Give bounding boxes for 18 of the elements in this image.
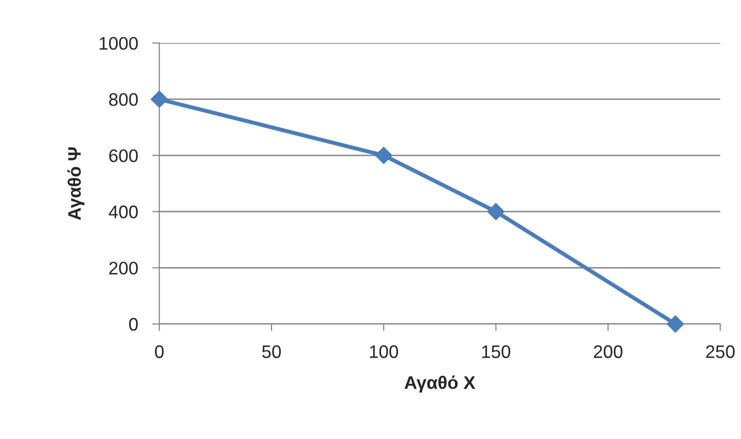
y-tick-label: 400 <box>108 206 138 218</box>
x-axis-title: Αγαθό X <box>404 376 476 393</box>
x-tick-label: 100 <box>370 345 398 358</box>
y-tick-label: 1000 <box>100 36 138 50</box>
y-tick-label: 0 <box>129 318 138 331</box>
point <box>666 315 684 333</box>
point <box>375 146 392 164</box>
x-tick-label: 200 <box>594 345 622 358</box>
y-tick-label: 800 <box>109 93 138 106</box>
x-tick-label: 0 <box>155 345 164 358</box>
x-tick-label: 250 <box>706 345 735 358</box>
point <box>487 203 504 220</box>
x-tick-label: 150 <box>482 345 510 358</box>
y-tick-label: 600 <box>109 149 138 162</box>
y-tick-label: 200 <box>109 262 138 275</box>
y-axis-title: Αγαθό Ψ <box>67 147 84 220</box>
x-tick-label: 50 <box>262 345 281 358</box>
point <box>150 90 168 108</box>
